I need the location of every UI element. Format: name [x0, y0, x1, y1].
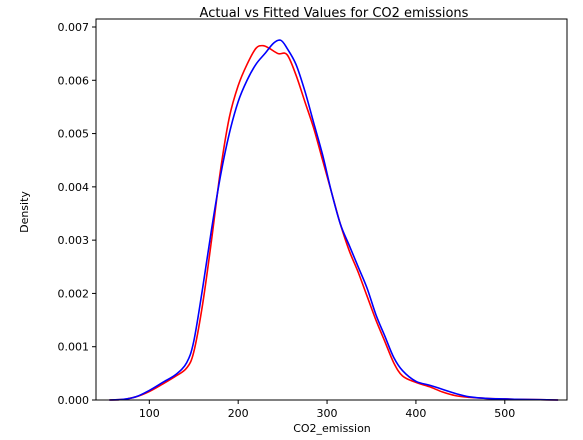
actual-density-line [109, 44, 559, 401]
x-axis-label: CO2_emission [293, 422, 371, 435]
series-layer [109, 39, 559, 401]
fitted-density-line [109, 39, 559, 401]
x-tick-label: 200 [228, 407, 249, 420]
y-tick-label: 0.005 [58, 128, 90, 141]
x-tick-label: 300 [317, 407, 338, 420]
y-tick-label: 0.001 [58, 341, 90, 354]
chart-title: Actual vs Fitted Values for CO2 emission… [200, 6, 469, 21]
y-tick-label: 0.006 [58, 74, 90, 87]
y-tick-label: 0.002 [58, 287, 90, 300]
x-tick-label: 500 [494, 407, 515, 420]
x-tick-label: 100 [139, 407, 160, 420]
x-axis: 100 200 300 400 500 [139, 400, 515, 420]
y-axis-label: Density [18, 191, 31, 233]
y-tick-label: 0.007 [58, 21, 90, 34]
y-tick-label: 0.000 [58, 394, 90, 407]
y-axis: 0.000 0.001 0.002 0.003 0.004 0.005 0.006 0.007 [58, 21, 96, 407]
y-tick-label: 0.004 [58, 181, 90, 194]
plot-frame [95, 18, 568, 401]
y-tick-label: 0.003 [58, 234, 90, 247]
x-tick-label: 400 [405, 407, 426, 420]
